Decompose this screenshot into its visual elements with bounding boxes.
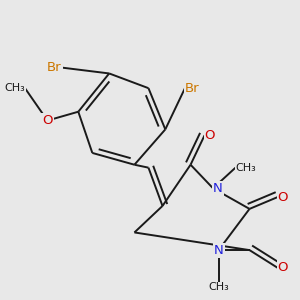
Text: Br: Br bbox=[47, 61, 61, 74]
Text: CH₃: CH₃ bbox=[208, 283, 229, 292]
Text: N: N bbox=[213, 182, 223, 195]
Text: CH₃: CH₃ bbox=[236, 163, 256, 173]
Text: O: O bbox=[42, 114, 53, 127]
Text: O: O bbox=[205, 129, 215, 142]
Text: O: O bbox=[278, 190, 288, 204]
Text: Br: Br bbox=[185, 82, 200, 95]
Text: O: O bbox=[278, 261, 288, 274]
Text: CH₃: CH₃ bbox=[4, 83, 25, 93]
Text: N: N bbox=[214, 244, 224, 256]
